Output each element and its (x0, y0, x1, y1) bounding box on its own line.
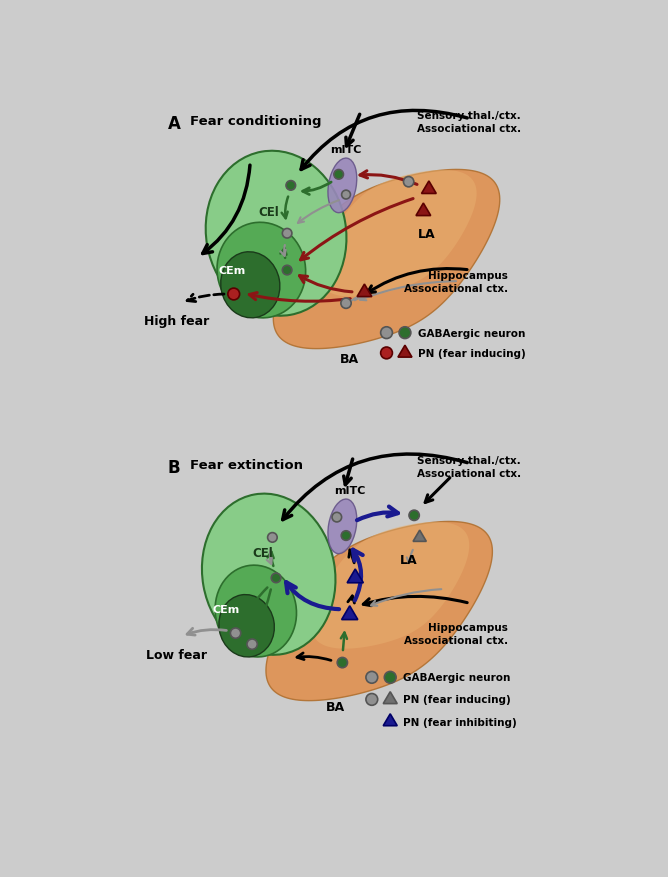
Polygon shape (357, 285, 372, 297)
Polygon shape (413, 531, 426, 542)
Text: CEl: CEl (259, 205, 279, 218)
Text: Low fear: Low fear (146, 648, 207, 661)
Text: A: A (168, 114, 180, 132)
Polygon shape (347, 569, 363, 583)
Circle shape (403, 177, 413, 188)
Text: BA: BA (340, 353, 359, 366)
Text: CEm: CEm (212, 604, 240, 615)
Circle shape (341, 191, 351, 200)
Text: Hippocampus
Associational ctx.: Hippocampus Associational ctx. (404, 623, 508, 645)
Polygon shape (341, 606, 358, 620)
Text: PN (fear inhibiting): PN (fear inhibiting) (403, 717, 517, 727)
Circle shape (341, 299, 351, 309)
Circle shape (366, 694, 377, 705)
Text: CEl: CEl (253, 546, 274, 559)
Circle shape (384, 672, 396, 683)
Circle shape (337, 658, 347, 668)
Circle shape (228, 289, 240, 301)
Ellipse shape (328, 159, 357, 213)
Circle shape (399, 327, 411, 339)
Polygon shape (416, 203, 431, 217)
Text: CEm: CEm (218, 266, 246, 275)
Polygon shape (422, 182, 436, 194)
Text: GABAergic neuron: GABAergic neuron (418, 328, 525, 339)
Text: B: B (168, 459, 180, 477)
Text: PN (fear inducing): PN (fear inducing) (403, 695, 511, 704)
Circle shape (247, 639, 257, 650)
Ellipse shape (217, 223, 306, 318)
Circle shape (286, 182, 295, 191)
Circle shape (409, 510, 420, 521)
Circle shape (271, 574, 281, 583)
Circle shape (381, 347, 392, 360)
Polygon shape (266, 522, 492, 701)
Text: LA: LA (400, 553, 418, 567)
Ellipse shape (328, 500, 357, 554)
Text: GABAergic neuron: GABAergic neuron (403, 673, 510, 682)
Circle shape (283, 266, 292, 275)
Text: BA: BA (325, 701, 345, 714)
Circle shape (366, 672, 377, 683)
Ellipse shape (215, 566, 297, 657)
Text: LA: LA (418, 227, 436, 240)
Polygon shape (383, 692, 397, 704)
Polygon shape (398, 346, 412, 358)
Text: Sensory thal./ctx.
Associational ctx.: Sensory thal./ctx. Associational ctx. (417, 455, 521, 478)
Polygon shape (311, 523, 469, 649)
Circle shape (334, 170, 343, 180)
Text: Fear extinction: Fear extinction (190, 459, 303, 472)
Text: mITC: mITC (334, 486, 365, 496)
Text: Hippocampus
Associational ctx.: Hippocampus Associational ctx. (404, 271, 508, 294)
Ellipse shape (206, 152, 347, 317)
Circle shape (332, 513, 341, 523)
Polygon shape (319, 171, 477, 297)
Ellipse shape (202, 494, 335, 655)
Text: mITC: mITC (331, 145, 361, 155)
Circle shape (283, 229, 292, 239)
Circle shape (268, 533, 277, 543)
Text: Fear conditioning: Fear conditioning (190, 114, 321, 127)
Circle shape (381, 327, 392, 339)
Ellipse shape (219, 595, 275, 657)
Text: High fear: High fear (144, 315, 209, 328)
Text: Sensory thal./ctx.
Associational ctx.: Sensory thal./ctx. Associational ctx. (417, 111, 521, 134)
Ellipse shape (220, 253, 280, 318)
Text: PN (fear inducing): PN (fear inducing) (418, 348, 526, 359)
Circle shape (230, 628, 240, 638)
Polygon shape (383, 714, 397, 726)
Polygon shape (273, 170, 500, 349)
Circle shape (341, 531, 351, 541)
